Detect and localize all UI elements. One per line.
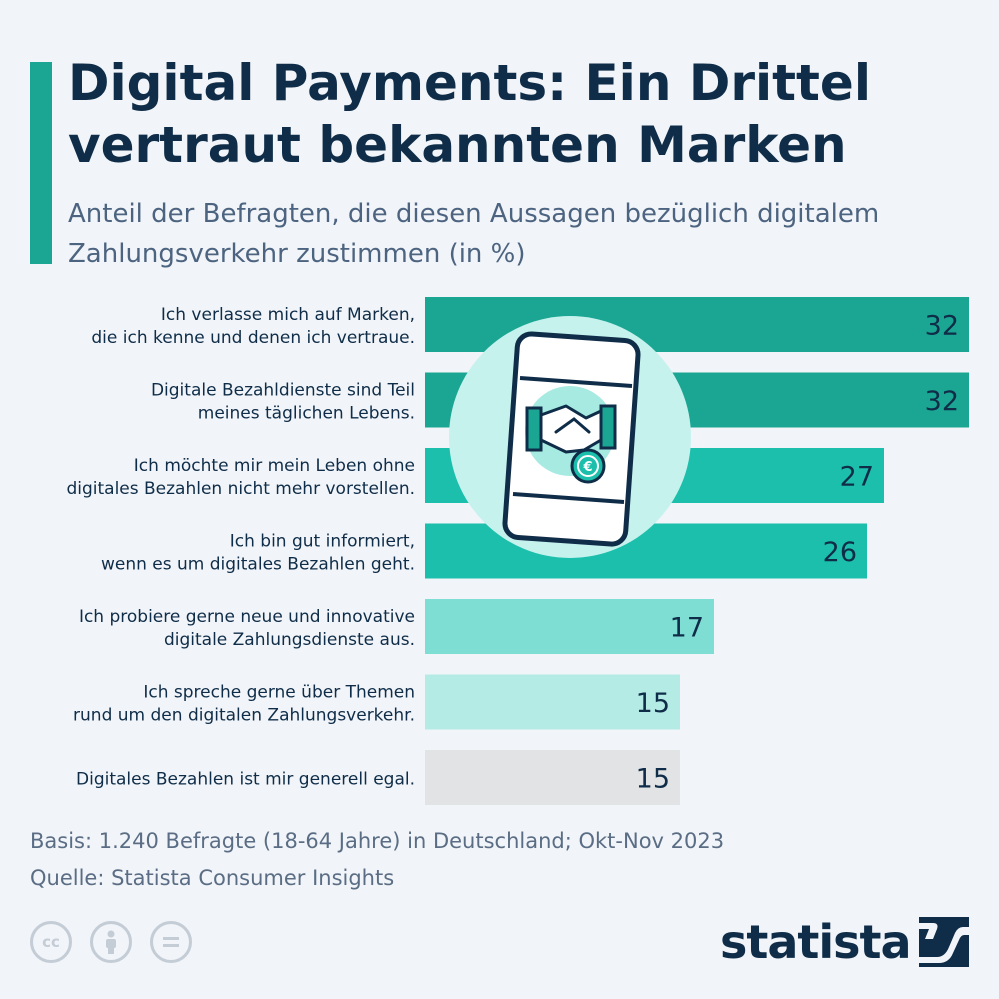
bar-3 (425, 523, 867, 579)
statista-logo-mark (918, 917, 969, 967)
cc-icon[interactable]: cc (30, 921, 72, 963)
category-label-1-line-0: Digitale Bezahldienste sind Teil (151, 381, 415, 401)
statista-logo[interactable]: statista (720, 912, 969, 972)
category-label-5-line-0: Ich spreche gerne über Themen (143, 683, 415, 703)
category-label-1-line-1: meines täglichen Lebens. (198, 404, 415, 424)
category-label-5-line-1: rund um den digitalen Zahlungsverkehr. (73, 706, 415, 726)
category-label-4-line-0: Ich probiere gerne neue und innovative (79, 607, 415, 627)
smartphone-handshake-euro-icon: € (449, 316, 691, 558)
value-label-1: 32 (925, 386, 959, 417)
value-label-4: 17 (670, 613, 704, 644)
value-label-2: 27 (840, 462, 874, 493)
value-label-6: 15 (636, 764, 670, 795)
category-label-3-line-0: Ich bin gut informiert, (230, 532, 415, 552)
category-label-2-line-1: digitales Bezahlen nicht mehr vorstellen… (66, 479, 415, 499)
value-label-3: 26 (823, 537, 857, 568)
category-label-4-line-1: digitale Zahlungsdienste aus. (164, 630, 415, 650)
bar-6 (425, 750, 680, 805)
bar-4 (425, 599, 714, 654)
footnote-source: Quelle: Statista Consumer Insights (30, 866, 395, 890)
footnote-basis: Basis: 1.240 Befragte (18-64 Jahre) in D… (30, 829, 725, 853)
accent-bar (30, 62, 52, 264)
category-label-0-line-1: die ich kenne und denen ich vertraue. (91, 328, 415, 348)
statista-logo-text: statista (720, 915, 912, 969)
category-label-3-line-1: wenn es um digitales Bezahlen geht. (101, 555, 415, 575)
nd-icon[interactable] (150, 921, 192, 963)
category-label-6-line-0: Digitales Bezahlen ist mir generell egal… (76, 770, 415, 790)
value-label-5: 15 (636, 688, 670, 719)
value-label-0: 32 (925, 311, 959, 342)
chart-title: Digital Payments: Ein Drittel vertraut b… (68, 54, 871, 174)
bar-5 (425, 674, 680, 730)
category-label-2-line-0: Ich möchte mir mein Leben ohne (134, 456, 415, 476)
svg-text:€: € (582, 460, 592, 475)
category-label-0-line-0: Ich verlasse mich auf Marken, (161, 305, 415, 325)
chart-subtitle: Anteil der Befragten, die diesen Aussage… (68, 199, 880, 269)
by-icon[interactable] (90, 921, 132, 963)
